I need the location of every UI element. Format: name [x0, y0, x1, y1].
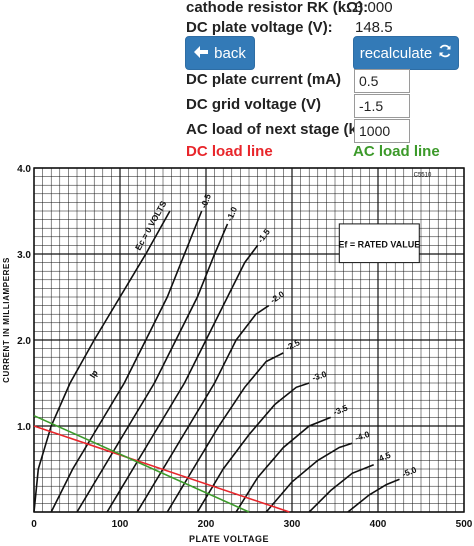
back-button[interactable]: back: [185, 36, 255, 70]
grid-voltage-input[interactable]: [354, 94, 410, 118]
grid-voltage-curve: [308, 463, 374, 513]
arrow-left-icon: [194, 45, 209, 62]
plate-current-label: DC plate current (mA): [186, 71, 342, 88]
ac-load-input[interactable]: [354, 119, 410, 143]
x-tick-label: 500: [456, 519, 473, 530]
plate-voltage-value: 148.5: [355, 19, 393, 36]
curve-label: -5.0: [401, 464, 419, 479]
grid-voltage-curve: [166, 352, 284, 513]
grid-voltage-label: DC grid voltage (V): [186, 96, 322, 113]
dc-load-line-legend: DC load line: [186, 143, 273, 160]
load-line: [33, 414, 250, 513]
grid-voltage-curve: [106, 244, 259, 513]
recalculate-button-label: recalculate: [359, 44, 433, 62]
curve-label: -0.5: [198, 192, 213, 210]
x-tick-label: 100: [112, 519, 129, 530]
y-axis-label: CURRENT IN MILLIAMPERES: [2, 257, 11, 383]
grid-voltage-curve: [347, 478, 400, 513]
back-button-label: back: [214, 44, 246, 62]
curve-label: -3.5: [332, 402, 350, 417]
plate-characteristics-chart: Ef = RATED VALUE C5510 0 100 200 300 400 500 1.0…: [2, 164, 473, 544]
load-line: [33, 425, 290, 513]
plate-voltage-label: DC plate voltage (V):: [186, 19, 333, 36]
annotation-text: Ef = RATED VALUE: [338, 239, 420, 249]
y-tick-label: 1.0: [17, 422, 31, 433]
curve-label: -4.0: [354, 429, 371, 443]
y-tick-label: 2.0: [17, 336, 31, 347]
annotation-box: [338, 223, 420, 264]
plate-current-input[interactable]: [354, 69, 410, 93]
grid-voltage-curve: [50, 210, 203, 513]
curve-label-ip: Ip: [87, 368, 99, 380]
ac-load-label: AC load of next stage (kΩ): [186, 121, 374, 138]
chart-code-label: C5510: [414, 173, 432, 179]
cathode-resistor-label: cathode resistor RK (kΩ):: [186, 0, 369, 16]
curve-label: -3.0: [311, 369, 328, 383]
curve-label: -1.0: [224, 205, 239, 223]
ac-load-line-legend: AC load line: [353, 143, 440, 160]
y-tick-label: 4.0: [17, 164, 31, 175]
refresh-icon: [438, 44, 452, 62]
grid-voltage-curve: [33, 210, 171, 513]
x-tick-label: 300: [284, 519, 301, 530]
x-tick-label: 400: [370, 519, 387, 530]
x-tick-label: 200: [198, 519, 215, 530]
grid-voltage-curve: [265, 442, 353, 513]
cathode-resistor-value: 3.000: [355, 0, 393, 16]
x-axis-label: PLATE VOLTAGE: [189, 534, 269, 544]
y-tick-label: 3.0: [17, 250, 31, 261]
recalculate-button[interactable]: recalculate: [353, 36, 459, 70]
grid-voltage-curve: [76, 223, 229, 513]
x-tick-label: 0: [31, 519, 37, 530]
grid-voltage-curve: [196, 382, 310, 513]
grid-voltage-curve: [235, 416, 331, 513]
